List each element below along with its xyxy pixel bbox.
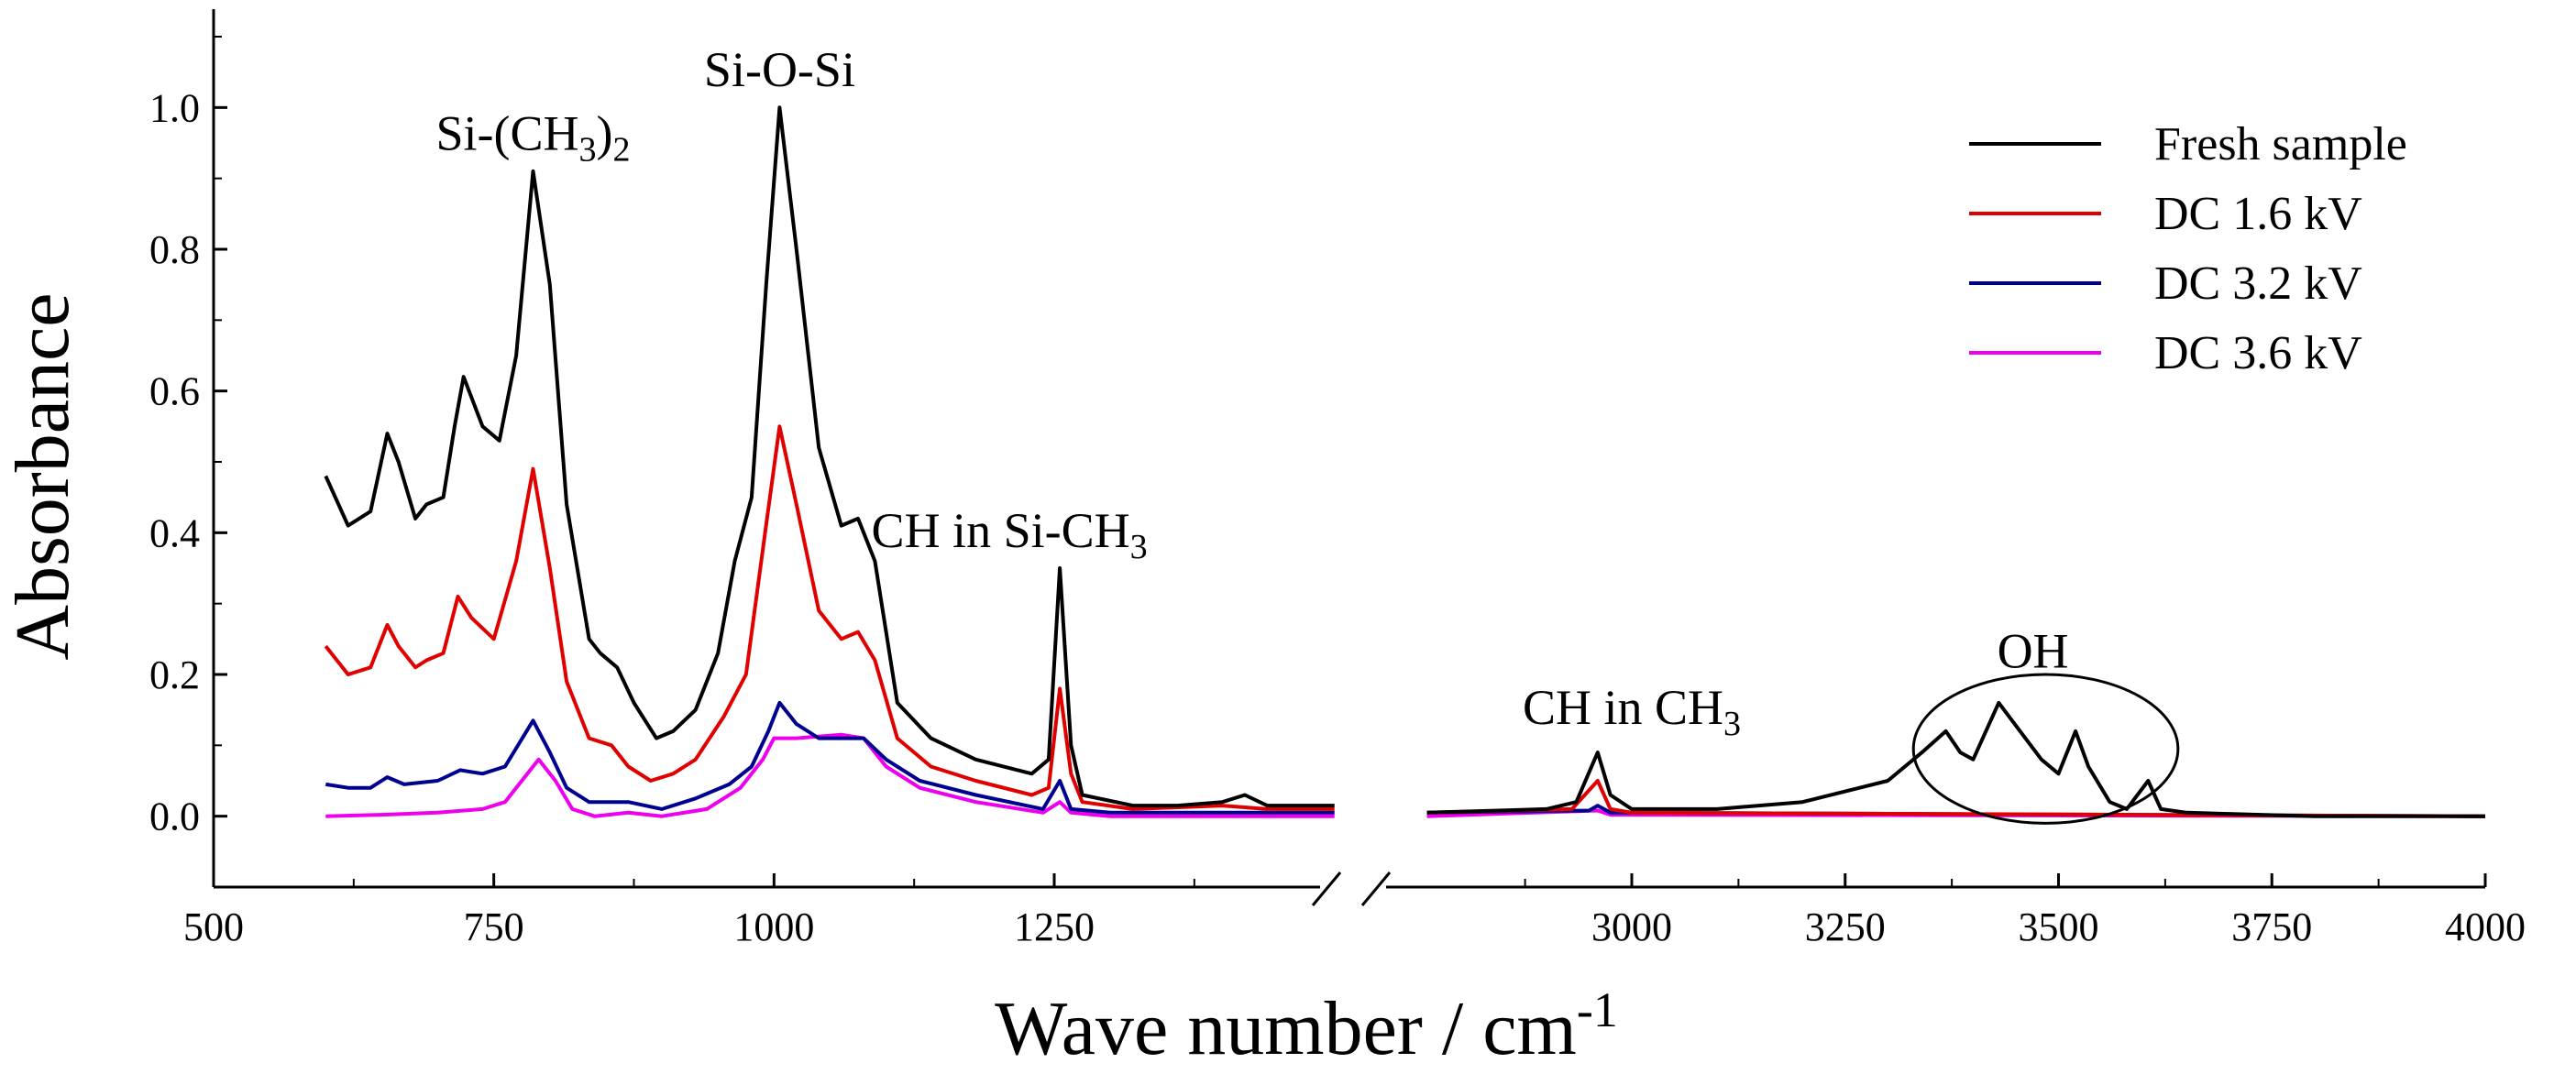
annotation-text: CH in CH — [1523, 680, 1723, 735]
annotation-text: CH in Si-CH — [872, 503, 1130, 558]
legend-label: DC 3.2 kV — [2154, 258, 2362, 310]
annotation-ch-si-ch3: CH in Si-CH3 — [872, 503, 1148, 566]
x-axis-title-superscript: -1 — [1577, 982, 1618, 1037]
x-tick-label: 500 — [183, 904, 244, 949]
x-tick-label: 3250 — [1805, 904, 1886, 949]
x-tick-label: 3500 — [2019, 904, 2099, 949]
y-tick-label: 0.6 — [149, 369, 200, 414]
annotation-si-ch3-2: Si-(CH3)2 — [435, 106, 630, 170]
axis-break-mark — [1311, 871, 1342, 906]
annotation-subscript: 3 — [1130, 528, 1148, 566]
x-tick-label: 1000 — [733, 904, 814, 949]
series-dc-1-6-kv-left — [324, 424, 1335, 811]
legend-label: DC 1.6 kV — [2154, 188, 2362, 240]
axes: 0.0 0.2 0.4 0.6 0.8 1.0 500 750 1000 1250 3000 3250… — [149, 9, 2526, 949]
y-tick-label: 1.0 — [149, 85, 200, 130]
series-fresh-sample-left — [324, 105, 1335, 808]
x-axis-title: Wave number / cm-1 — [995, 982, 1618, 1071]
x-tick-label: 750 — [464, 904, 524, 949]
legend: Fresh sample DC 1.6 kV DC 3.2 kV DC 3.6 kV — [1969, 118, 2407, 379]
annotation-si-o-si: Si-O-Si — [704, 42, 855, 97]
annotation-ch-ch3: CH in CH3 — [1523, 680, 1741, 743]
legend-label: DC 3.6 kV — [2154, 327, 2362, 379]
annotation-text: Si-(CH — [435, 106, 578, 161]
axis-break-mark — [1360, 871, 1392, 906]
oh-region-ellipse — [1911, 673, 2180, 825]
x-tick-label: 4000 — [2445, 904, 2526, 949]
x-axis-title-text: Wave number / cm — [995, 986, 1577, 1071]
annotation-oh: OH — [1998, 623, 2069, 678]
legend-label: Fresh sample — [2154, 118, 2407, 170]
y-tick-label: 0.0 — [149, 795, 200, 839]
annotation-subscript: 3 — [578, 131, 596, 170]
annotation-subscript: 3 — [1723, 705, 1741, 743]
series-fresh-sample-right — [1426, 700, 2485, 818]
series-group — [324, 105, 2486, 818]
y-tick-label: 0.4 — [149, 510, 200, 555]
series-dc-3-2-kv-left — [325, 700, 1335, 815]
y-tick-label: 0.2 — [149, 652, 200, 697]
annotation-subscript: 2 — [612, 131, 630, 170]
x-tick-label: 3000 — [1591, 904, 1672, 949]
x-tick-label: 1250 — [1014, 904, 1095, 949]
series-dc-3-6-kv-left — [325, 732, 1335, 818]
y-axis-title: Absorbance — [0, 292, 85, 660]
y-tick-label: 0.8 — [149, 227, 200, 272]
annotation-text: ) — [596, 106, 612, 161]
x-tick-label: 3750 — [2231, 904, 2312, 949]
